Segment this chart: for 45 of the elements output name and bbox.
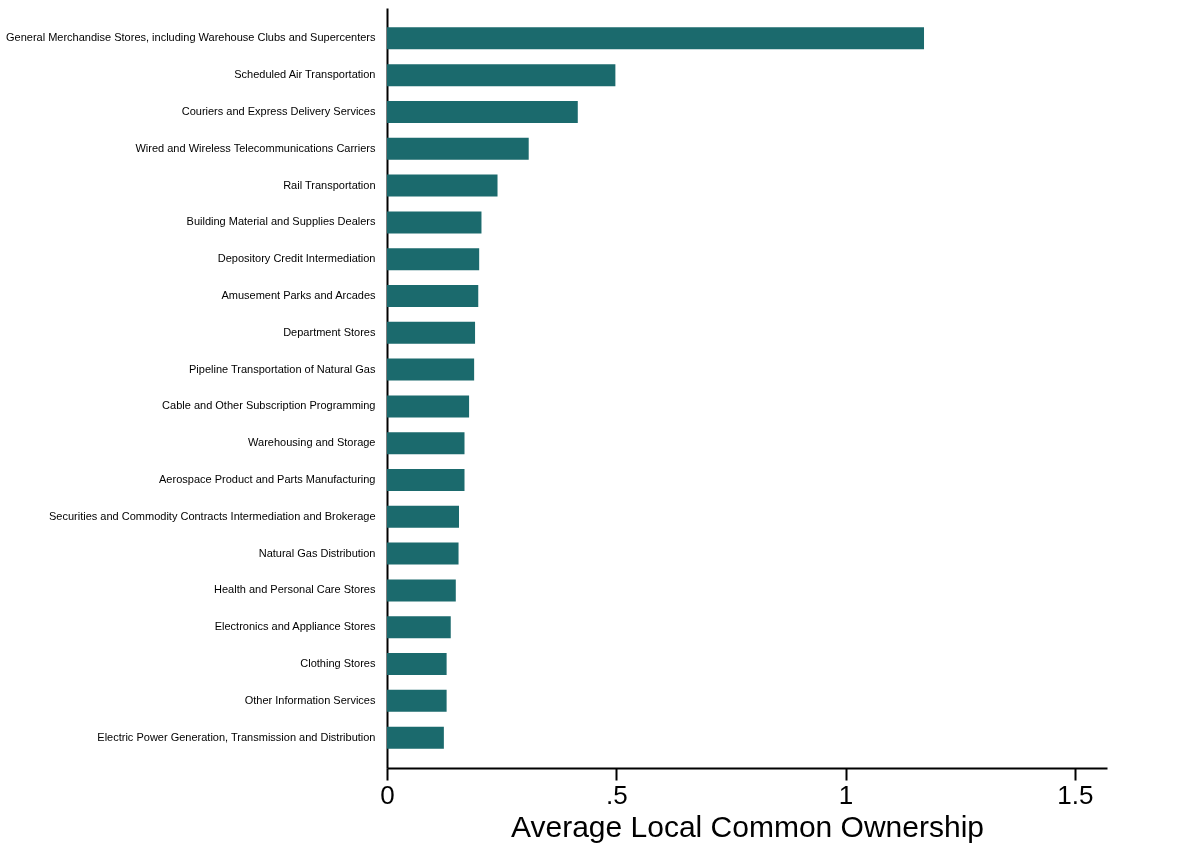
bar <box>387 100 578 123</box>
bar <box>387 27 925 50</box>
y-tick-label: Clothing Stores <box>300 657 376 670</box>
bar <box>387 174 498 197</box>
bar <box>387 321 476 344</box>
bar <box>387 469 465 492</box>
y-tick-label: Wired and Wireless Telecommunications Carriers <box>135 141 376 154</box>
bar <box>387 358 475 381</box>
bar <box>387 284 479 307</box>
bar <box>387 395 470 418</box>
y-tick-label: Securities and Commodity Contracts Intermediation and Brokerage <box>49 509 376 522</box>
y-tick-label: Building Material and Supplies Dealers <box>186 215 376 228</box>
y-tick-label: Couriers and Express Delivery Services <box>181 104 376 117</box>
bar <box>387 432 465 455</box>
y-tick-label: Depository Credit Intermediation <box>217 252 376 265</box>
bar <box>387 211 482 234</box>
y-tick-label: Aerospace Product and Parts Manufacturing <box>159 473 376 486</box>
bar <box>387 579 456 602</box>
y-tick-label: General Merchandise Stores, including Warehouse Clubs and Supercenters <box>5 31 376 44</box>
bar <box>387 137 529 160</box>
y-tick-label: Cable and Other Subscription Programming <box>162 399 376 412</box>
y-tick-label: Electronics and Appliance Stores <box>214 620 376 633</box>
y-tick-label: Other Information Services <box>244 693 376 706</box>
bar <box>387 616 451 639</box>
bar <box>387 64 616 87</box>
bar <box>387 653 447 676</box>
x-tick-label: .5 <box>605 779 628 810</box>
bar <box>387 542 459 565</box>
y-tick-label: Rail Transportation <box>283 178 376 191</box>
y-tick-label: Warehousing and Storage <box>248 436 376 449</box>
bar <box>387 505 459 528</box>
y-tick-label: Pipeline Transportation of Natural Gas <box>189 362 376 375</box>
y-tick-label: Health and Personal Care Stores <box>214 583 376 596</box>
x-tick-label: 1 <box>838 779 854 810</box>
x-axis-title: Average Local Common Ownership <box>510 809 985 843</box>
y-tick-label: Amusement Parks and Arcades <box>221 288 376 301</box>
bar <box>387 248 480 271</box>
x-tick-label: 0 <box>380 779 395 810</box>
x-tick-label: 1.5 <box>1057 779 1094 810</box>
bar <box>387 726 444 749</box>
y-tick-label: Electric Power Generation, Transmission and Distribution <box>97 730 376 743</box>
y-tick-label: Natural Gas Distribution <box>258 546 376 559</box>
y-tick-label: Scheduled Air Transportation <box>234 68 376 81</box>
y-tick-label: Department Stores <box>283 325 376 338</box>
bar <box>387 689 447 712</box>
